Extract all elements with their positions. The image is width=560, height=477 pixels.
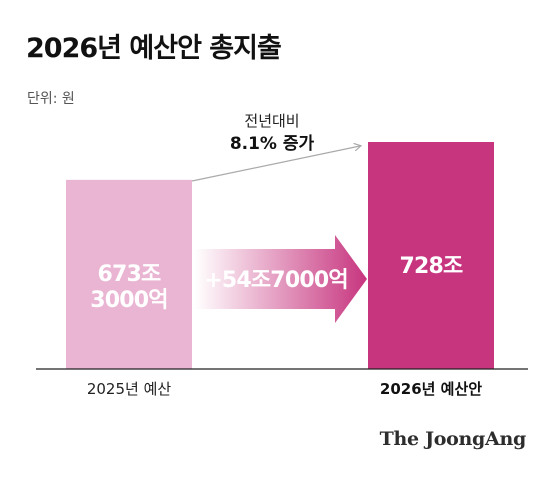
annotation-line1: 전년대비	[244, 112, 299, 130]
bar-1	[66, 179, 192, 369]
category-label-1: 2025년 예산	[87, 380, 172, 398]
annotation-line2: 8.1% 증가	[230, 134, 315, 154]
increase-arrow	[195, 235, 367, 323]
chart-title: 2026년 예산안 총지출	[26, 33, 282, 64]
unit-label: 단위: 원	[27, 91, 75, 107]
connector-line	[191, 146, 360, 182]
category-label-2: 2026년 예산안	[380, 380, 482, 398]
bar-value-label-2: 728조	[400, 254, 464, 279]
change-label: +54조7000억	[204, 268, 348, 293]
brand-logo: The JoongAng	[379, 428, 527, 450]
bar-2	[368, 142, 494, 369]
bar-value-label-1: 673조 3000억	[90, 262, 167, 313]
